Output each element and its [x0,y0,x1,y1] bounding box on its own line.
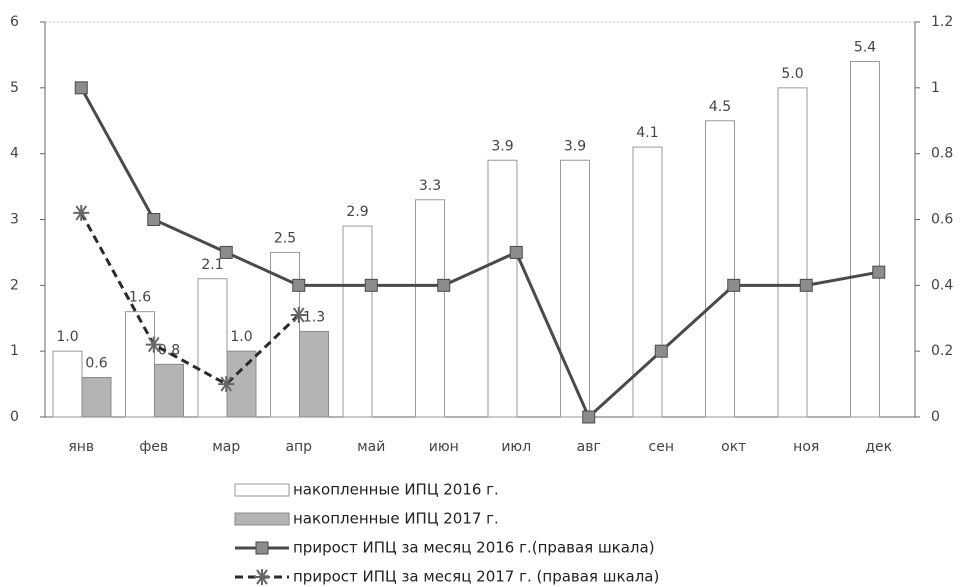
y2-tick-label: 0 [931,409,940,425]
y-tick-label: 6 [10,14,19,30]
line-marker [147,213,161,226]
legend-label: прирост ИПЦ за месяц 2016 г.(правая шкал… [293,539,655,557]
bar [342,225,373,418]
line-marker [872,265,886,279]
line-marker [145,336,162,353]
bar-value-label: 1.0 [56,329,78,345]
bar-value-label: 0.6 [85,356,107,372]
x-tick-label: авг [577,439,601,455]
legend-swatch [234,512,290,526]
line-marker [73,204,90,221]
bar [850,61,880,418]
x-tick-label: июл [501,439,531,455]
bar [52,350,83,418]
bar-value-label: 3.3 [419,178,441,194]
y-tick-label: 2 [10,277,19,293]
line-marker [437,278,451,292]
legend-label: накопленные ИПЦ 2017 г. [293,510,499,528]
bar-value-label: 4.1 [636,125,658,141]
y2-tick-label: 0.6 [931,212,953,228]
bar [560,159,590,418]
y2-tick-label: 0.8 [931,146,953,162]
x-tick-label: окт [721,439,746,455]
bar [125,311,155,418]
x-tick-label: ноя [793,439,819,455]
bar-value-label: 5.4 [854,40,876,56]
bar [270,251,300,418]
x-tick-label: янв [68,439,94,455]
line-marker [290,306,307,323]
bar [197,278,228,418]
bar [154,363,184,418]
bar-value-label: 1.6 [129,290,151,306]
y-tick-label: 0 [10,409,19,425]
line-marker [582,410,596,424]
bar-value-label: 5.0 [781,66,803,82]
y-tick-label: 1 [10,343,19,359]
bar-value-label: 4.5 [709,99,731,115]
bar-value-label: 2.1 [201,257,223,273]
bar-value-label: 1.0 [230,329,252,345]
line-marker [292,278,306,292]
legend-marker [254,569,270,585]
line-marker [74,81,88,95]
legend-swatch [234,483,290,497]
x-tick-label: апр [285,439,312,455]
line-marker [727,278,741,292]
y-tick-label: 5 [10,80,19,96]
bar [632,146,663,418]
bar [299,330,329,418]
line-marker [654,344,668,358]
legend-marker [255,541,269,555]
bar [81,377,112,418]
line-marker [218,376,235,393]
y2-tick-label: 1.2 [931,14,953,30]
y-tick-label: 3 [10,212,19,228]
legend-label: накопленные ИПЦ 2016 г. [293,481,499,499]
bar [777,87,808,418]
x-tick-label: фев [139,439,168,455]
x-tick-label: мар [212,439,240,455]
x-tick-label: дек [865,439,892,455]
bar-value-label: 1.3 [303,309,325,325]
y2-tick-label: 0.2 [931,343,953,359]
x-tick-label: июн [429,439,459,455]
y2-tick-label: 1 [931,80,940,96]
line-marker [364,278,378,292]
y2-tick-label: 0.4 [931,277,953,293]
line-marker [799,278,813,292]
bar-value-label: 3.9 [491,138,513,154]
line [79,87,880,420]
bar-value-label: 2.5 [274,230,296,246]
line-marker [219,245,233,259]
line [79,212,300,386]
x-tick-label: май [357,439,385,455]
bar [705,120,735,418]
line-marker [509,245,523,259]
bar-value-label: 2.9 [346,204,368,220]
bar [487,159,518,418]
legend-label: прирост ИПЦ за месяц 2017 г. (правая шка… [293,568,659,586]
y-tick-label: 4 [10,146,19,162]
bar [415,199,445,418]
bar-value-label: 3.9 [564,138,586,154]
x-tick-label: сен [649,439,674,455]
